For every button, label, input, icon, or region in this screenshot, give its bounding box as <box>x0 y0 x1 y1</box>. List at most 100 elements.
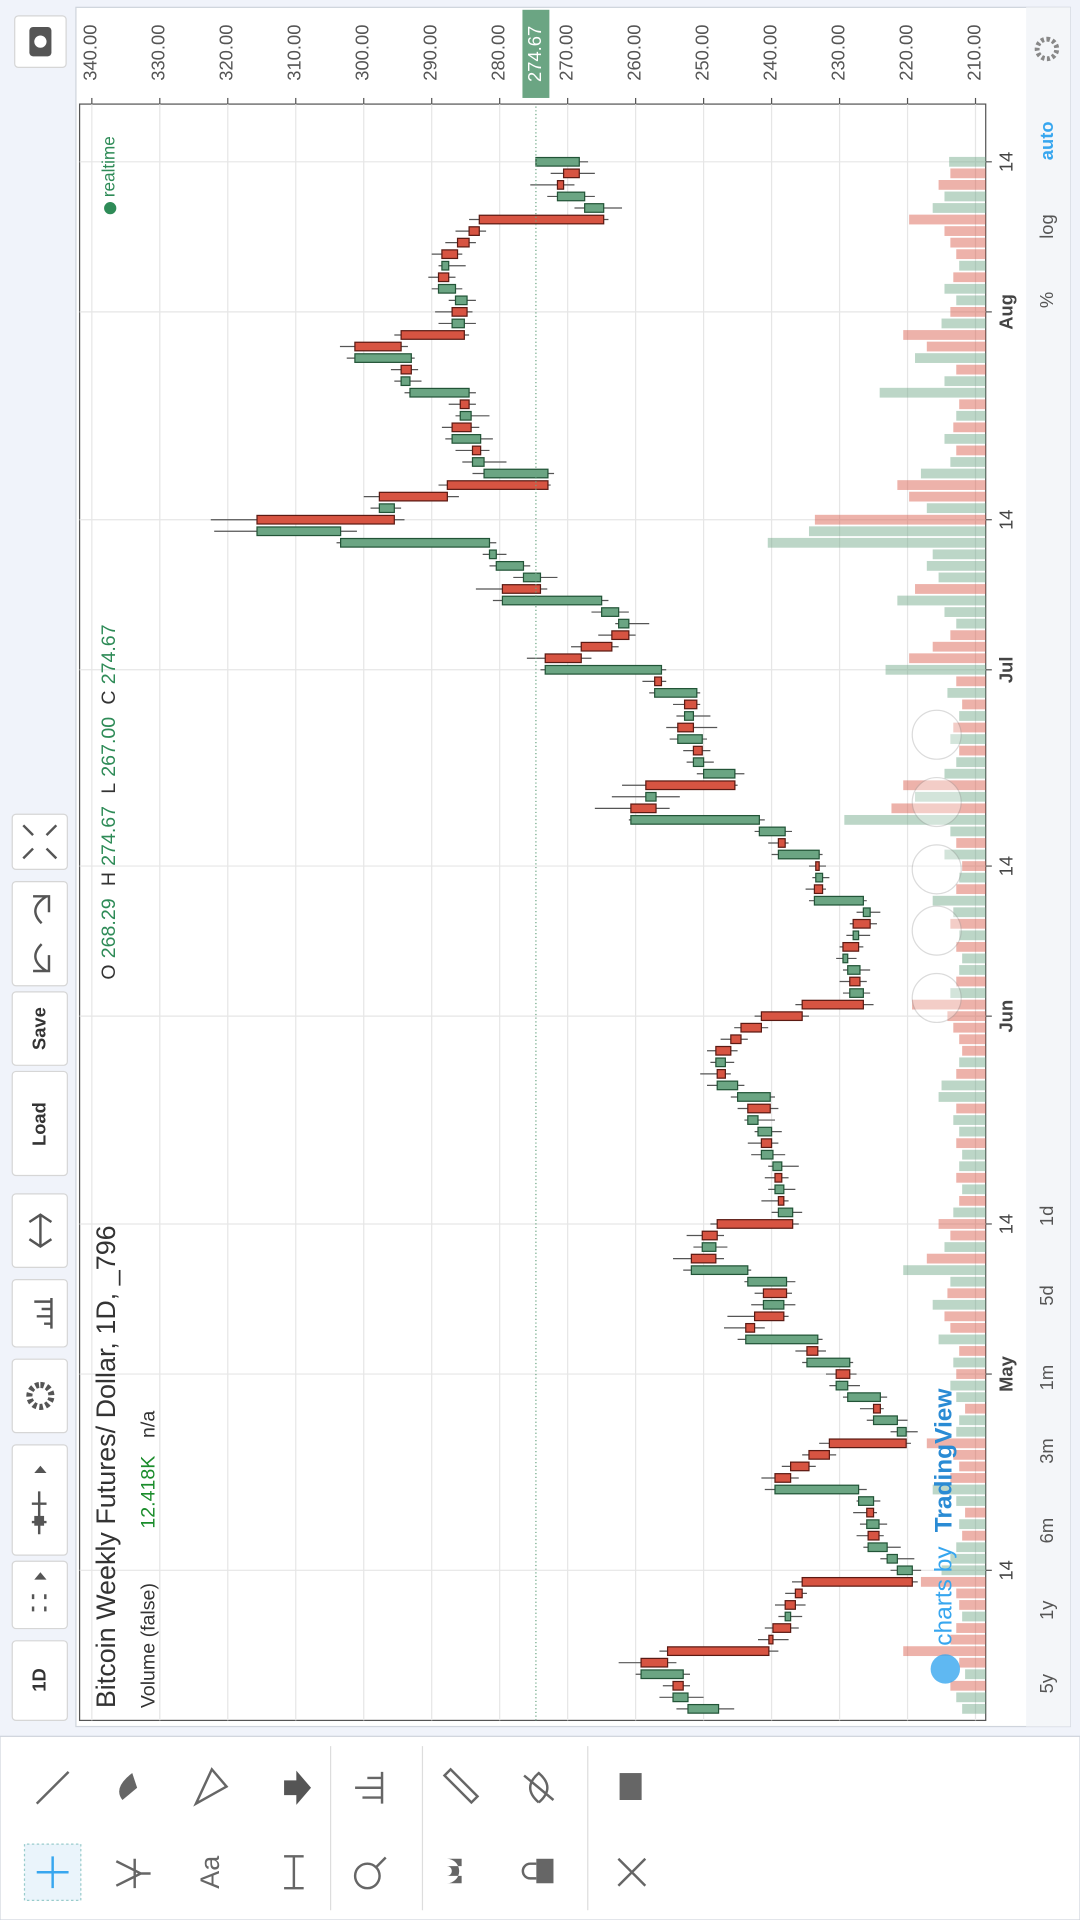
candle-body <box>556 180 565 190</box>
zoom-in[interactable] <box>911 776 962 828</box>
candle-body <box>872 1403 881 1414</box>
volume-bar <box>926 1438 986 1449</box>
redo-icon <box>33 895 51 925</box>
volume-bar <box>932 203 986 213</box>
volume-bar <box>909 653 986 664</box>
candle-body <box>451 422 472 433</box>
scroll-back[interactable] <box>911 972 962 1024</box>
pattern-tool[interactable] <box>193 1767 229 1807</box>
range-button[interactable]: 1y <box>1036 1600 1057 1620</box>
y-tick-label: 260.00 <box>623 25 644 81</box>
volume-bar <box>962 1530 986 1541</box>
volume-bar <box>956 364 986 375</box>
measure-tool[interactable] <box>284 1855 304 1890</box>
candle-body <box>692 757 705 768</box>
arrow-tool[interactable] <box>284 1770 312 1805</box>
text-tool[interactable]: Aa <box>195 1856 225 1889</box>
volume-bar <box>953 722 986 733</box>
candle-body <box>437 283 457 294</box>
candle-body <box>645 791 657 802</box>
range-button[interactable]: 1d <box>1036 1206 1057 1226</box>
fullscreen-button[interactable] <box>11 813 68 870</box>
volume-bar <box>950 1680 986 1691</box>
candle-body <box>852 918 871 929</box>
magnet-tool[interactable] <box>446 1858 462 1884</box>
candle-body <box>747 1103 771 1114</box>
volume-bar <box>956 1172 986 1183</box>
volume-bar <box>956 618 986 629</box>
candle-body <box>687 1703 720 1714</box>
load-button[interactable] <box>11 1070 68 1177</box>
range-button[interactable]: 1m <box>1036 1365 1057 1391</box>
ruler-tool[interactable] <box>355 1771 384 1804</box>
range-button[interactable]: 3m <box>1036 1438 1057 1464</box>
range-button[interactable]: 5d <box>1036 1285 1057 1305</box>
candle-body <box>872 1415 898 1426</box>
scale-mode[interactable]: auto <box>1036 121 1057 160</box>
candle-body <box>715 1057 726 1068</box>
candle-body <box>784 1600 796 1610</box>
volume-bar <box>903 1265 986 1276</box>
volume-bar <box>956 838 986 848</box>
y-tick-label: 300.00 <box>352 25 373 81</box>
scroll-forward[interactable] <box>911 709 962 760</box>
reset[interactable] <box>911 844 962 895</box>
candle-body <box>690 1265 749 1276</box>
x-tick-label: Jul <box>996 657 1017 684</box>
candle-body <box>256 514 395 525</box>
volume-bar <box>950 826 986 837</box>
stay-drawing-tool[interactable] <box>442 1767 480 1805</box>
candle-body <box>760 1149 774 1160</box>
volume-bar <box>938 572 986 583</box>
candle-body <box>758 826 786 837</box>
volume-bar <box>956 1068 986 1079</box>
bars-style-button[interactable] <box>11 1560 68 1630</box>
range-button[interactable]: 5y <box>1036 1673 1057 1693</box>
fullscreen-icon <box>22 824 58 860</box>
volume-bar <box>965 1403 986 1414</box>
volume-bar <box>944 433 986 444</box>
remove-tool[interactable] <box>617 1857 647 1887</box>
volume-bar <box>938 1334 986 1345</box>
object-tree-tool[interactable] <box>619 1773 642 1800</box>
volume-bar <box>959 965 986 975</box>
volume-bar <box>944 607 986 617</box>
y-tick-label: 310.00 <box>284 25 305 81</box>
watermark-logo <box>930 1654 960 1684</box>
settings-button[interactable] <box>11 1358 68 1434</box>
volume-bar <box>926 560 986 571</box>
hide-tool[interactable] <box>523 1771 555 1804</box>
candle-body <box>730 1034 742 1045</box>
candle-body <box>677 722 695 733</box>
candle-body <box>716 1080 739 1091</box>
interval-button[interactable] <box>11 1640 68 1722</box>
zoom-out[interactable] <box>911 905 962 956</box>
volume-bar <box>956 676 986 687</box>
volume-bar <box>903 1646 986 1657</box>
volume-bar <box>932 549 986 560</box>
scale-mode[interactable]: log <box>1036 214 1057 239</box>
trend-line-tool[interactable] <box>35 1770 70 1805</box>
volume-bar <box>950 630 986 641</box>
volume-bar <box>926 503 986 514</box>
settings-gear[interactable] <box>1034 36 1060 62</box>
scale-mode[interactable]: % <box>1036 292 1057 308</box>
indicators-button[interactable] <box>11 1278 68 1348</box>
save-button[interactable] <box>11 991 68 1066</box>
indicators-icon <box>34 1297 53 1329</box>
brush-tool[interactable] <box>119 1773 138 1800</box>
volume-bar <box>965 1669 986 1680</box>
lock-tool[interactable] <box>536 1858 554 1884</box>
volume-bar <box>959 1657 986 1668</box>
volume-bar <box>944 1311 986 1322</box>
pitchfork-tool[interactable] <box>115 1858 151 1889</box>
candle-body <box>847 965 861 975</box>
volume-bar <box>909 214 986 225</box>
undo-redo-button[interactable] <box>11 881 68 987</box>
zoom-tool[interactable] <box>353 1862 381 1890</box>
crosshair-icon <box>36 1856 69 1889</box>
candle-body <box>441 260 450 271</box>
volume-bar <box>950 988 986 998</box>
range-button[interactable]: 6m <box>1036 1518 1057 1544</box>
